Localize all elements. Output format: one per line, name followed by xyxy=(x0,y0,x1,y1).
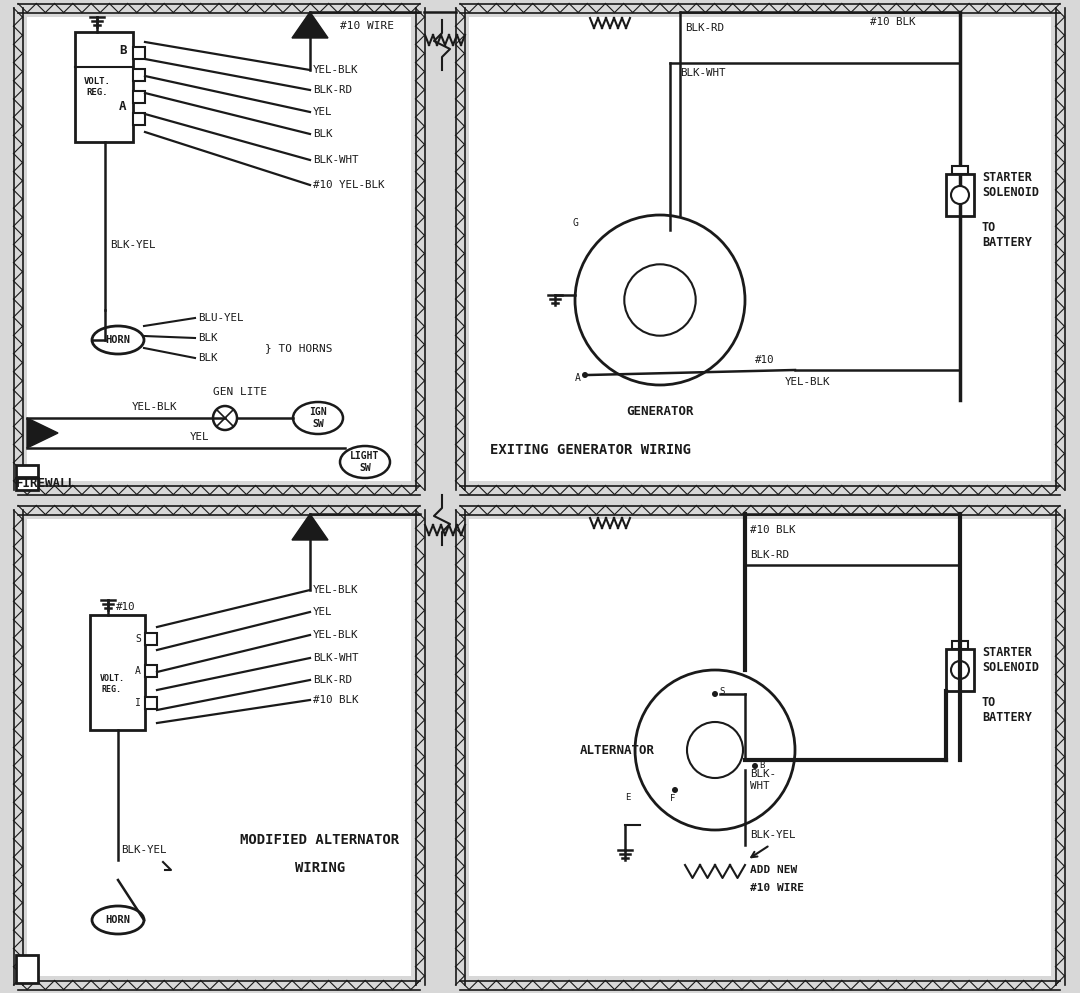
Text: B: B xyxy=(119,44,126,57)
Circle shape xyxy=(635,670,795,830)
Circle shape xyxy=(672,787,678,793)
Bar xyxy=(133,47,145,59)
Text: LIGHT
SW: LIGHT SW xyxy=(350,451,380,473)
Text: STARTER
SOLENOID: STARTER SOLENOID xyxy=(982,646,1039,674)
Text: B: B xyxy=(759,762,765,771)
Text: #10 BLK: #10 BLK xyxy=(750,525,796,535)
Bar xyxy=(145,633,157,645)
Ellipse shape xyxy=(340,446,390,478)
Text: YEL: YEL xyxy=(190,432,210,442)
Circle shape xyxy=(582,372,588,378)
Text: #10 WIRE: #10 WIRE xyxy=(340,21,394,31)
Polygon shape xyxy=(292,12,328,38)
Circle shape xyxy=(951,186,969,204)
Text: BLK: BLK xyxy=(198,353,217,363)
Text: BLK-YEL: BLK-YEL xyxy=(750,830,796,840)
Circle shape xyxy=(624,264,696,336)
Text: #10 WIRE: #10 WIRE xyxy=(750,883,804,893)
Ellipse shape xyxy=(293,402,343,434)
Text: BLK-YEL: BLK-YEL xyxy=(121,845,166,855)
Text: } TO HORNS: } TO HORNS xyxy=(265,343,333,353)
Bar xyxy=(16,955,38,983)
Text: YEL: YEL xyxy=(313,607,333,617)
Bar xyxy=(16,478,38,490)
Text: BLK-WHT: BLK-WHT xyxy=(680,68,726,78)
Text: GEN LITE: GEN LITE xyxy=(213,387,267,397)
Text: ALTERNATOR: ALTERNATOR xyxy=(580,744,654,757)
Text: BLK-YEL: BLK-YEL xyxy=(110,240,156,250)
Text: STARTER
SOLENOID: STARTER SOLENOID xyxy=(982,171,1039,199)
Text: G: G xyxy=(572,218,578,228)
Bar xyxy=(951,641,968,649)
Bar xyxy=(27,17,411,481)
Text: FIREWALL: FIREWALL xyxy=(16,477,76,490)
Text: TO
BATTERY: TO BATTERY xyxy=(982,696,1031,724)
Text: GENERATOR: GENERATOR xyxy=(626,405,693,418)
Text: ADD NEW: ADD NEW xyxy=(750,865,797,875)
Bar xyxy=(469,17,1051,481)
Ellipse shape xyxy=(92,906,144,934)
Polygon shape xyxy=(292,514,328,540)
Text: #10 BLK: #10 BLK xyxy=(870,17,916,27)
Text: #10 YEL-BLK: #10 YEL-BLK xyxy=(313,180,384,190)
Text: #10: #10 xyxy=(116,602,135,612)
Text: E: E xyxy=(625,793,631,802)
Text: #10 BLK: #10 BLK xyxy=(313,695,359,705)
Bar xyxy=(133,69,145,81)
Text: YEL-BLK: YEL-BLK xyxy=(313,585,359,595)
Text: BLK-RD: BLK-RD xyxy=(313,675,352,685)
Polygon shape xyxy=(27,418,58,448)
Text: HORN: HORN xyxy=(106,335,131,345)
Circle shape xyxy=(712,691,718,697)
Text: WIRING: WIRING xyxy=(295,861,346,875)
Bar xyxy=(145,697,157,709)
Text: YEL-BLK: YEL-BLK xyxy=(313,630,359,640)
Bar xyxy=(469,519,1051,976)
Bar xyxy=(133,91,145,103)
Text: S: S xyxy=(719,687,725,696)
Text: F: F xyxy=(671,794,676,803)
Circle shape xyxy=(752,763,758,769)
Text: BLK-WHT: BLK-WHT xyxy=(313,155,359,165)
Text: I: I xyxy=(135,698,141,708)
Text: YEL-BLK: YEL-BLK xyxy=(785,377,831,387)
Text: BLK-WHT: BLK-WHT xyxy=(313,653,359,663)
Bar xyxy=(90,615,145,730)
Text: TO
BATTERY: TO BATTERY xyxy=(982,221,1031,249)
Text: BLK: BLK xyxy=(198,333,217,343)
Ellipse shape xyxy=(92,326,144,354)
Bar xyxy=(75,32,133,142)
Text: YEL-BLK: YEL-BLK xyxy=(132,402,178,412)
Circle shape xyxy=(575,215,745,385)
Bar xyxy=(145,665,157,677)
Bar xyxy=(951,166,968,174)
Bar xyxy=(946,649,974,691)
Circle shape xyxy=(213,406,237,430)
Text: BLK-RD: BLK-RD xyxy=(750,550,789,560)
Text: EXITING GENERATOR WIRING: EXITING GENERATOR WIRING xyxy=(490,443,691,457)
Text: YEL-BLK: YEL-BLK xyxy=(313,65,359,75)
Text: YEL: YEL xyxy=(313,107,333,117)
Text: BLK: BLK xyxy=(313,129,333,139)
Text: BLK-RD: BLK-RD xyxy=(685,23,724,33)
Text: BLK-RD: BLK-RD xyxy=(313,85,352,95)
Text: A: A xyxy=(119,100,126,113)
Bar xyxy=(16,465,38,477)
Text: VOLT.
REG.: VOLT. REG. xyxy=(99,674,124,694)
Text: A: A xyxy=(575,373,581,383)
Circle shape xyxy=(687,722,743,778)
Bar xyxy=(133,113,145,125)
Text: IGN
SW: IGN SW xyxy=(309,407,327,429)
Circle shape xyxy=(951,661,969,679)
Bar xyxy=(946,174,974,216)
Text: HORN: HORN xyxy=(106,915,131,925)
Text: VOLT.
REG.: VOLT. REG. xyxy=(83,77,110,96)
Text: BLU-YEL: BLU-YEL xyxy=(198,313,243,323)
Text: MODIFIED ALTERNATOR: MODIFIED ALTERNATOR xyxy=(241,833,400,847)
Bar xyxy=(27,519,411,976)
Text: #10: #10 xyxy=(755,355,774,365)
Text: A: A xyxy=(135,666,141,676)
Text: S: S xyxy=(135,634,141,644)
Text: BLK-
WHT: BLK- WHT xyxy=(750,770,777,790)
